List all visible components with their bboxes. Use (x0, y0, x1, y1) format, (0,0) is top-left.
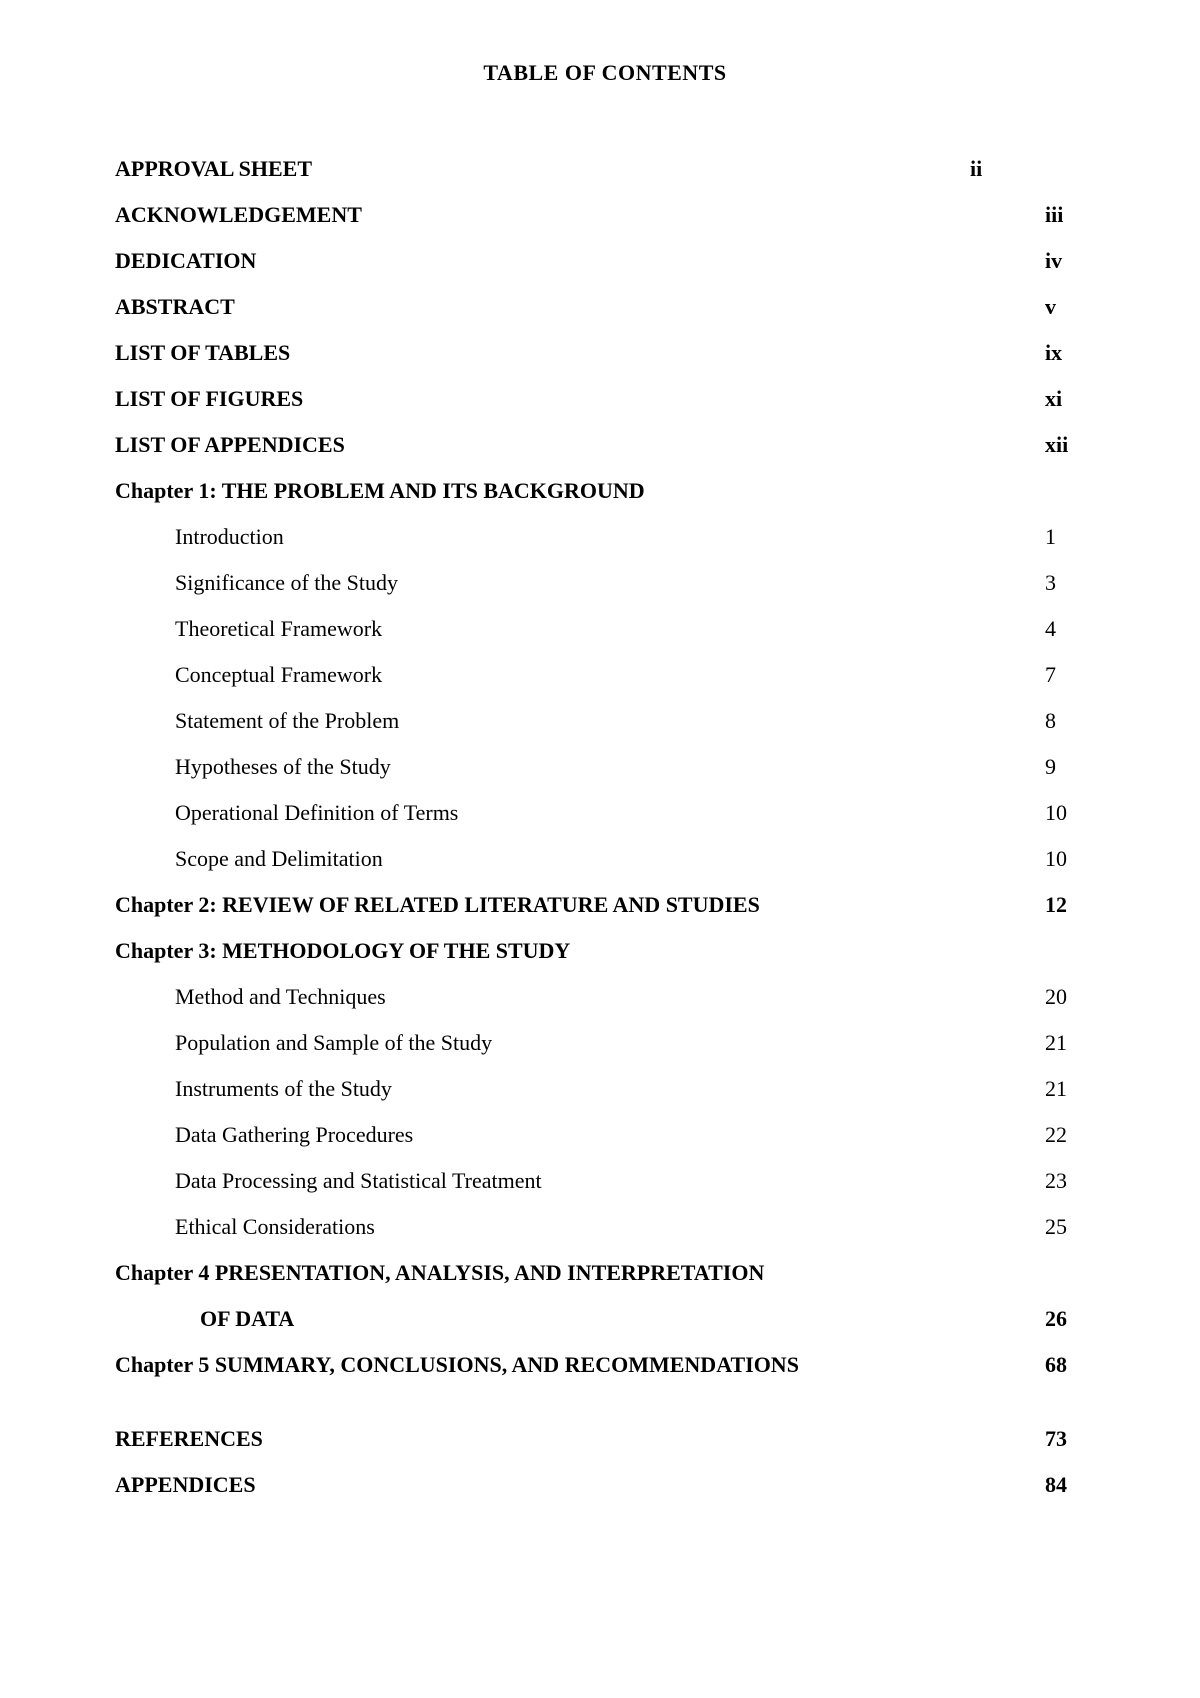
toc-row: LIST OF APPENDICES xii (115, 432, 1095, 458)
toc-label: Chapter 3: METHODOLOGY OF THE STUDY (115, 938, 570, 964)
page-title: TABLE OF CONTENTS (115, 60, 1095, 86)
toc-label: Operational Definition of Terms (115, 800, 458, 826)
toc-page-number: iii (1045, 202, 1095, 228)
toc-label: Method and Techniques (115, 984, 386, 1010)
toc-row: Instruments of the Study 21 (115, 1076, 1095, 1102)
toc-label: ABSTRACT (115, 294, 235, 320)
toc-page-number: 4 (1045, 616, 1095, 642)
toc-page-number: xii (1045, 432, 1095, 458)
toc-row: Hypotheses of the Study 9 (115, 754, 1095, 780)
toc-row: Chapter 5 SUMMARY, CONCLUSIONS, AND RECO… (115, 1352, 1095, 1378)
toc-page-number: 26 (1045, 1306, 1095, 1332)
toc-page-number: 1 (1045, 524, 1095, 550)
toc-label: Hypotheses of the Study (115, 754, 391, 780)
toc-label: Data Gathering Procedures (115, 1122, 413, 1148)
toc-page-number: v (1045, 294, 1095, 320)
toc-row: Chapter 2: REVIEW OF RELATED LITERATURE … (115, 892, 1095, 918)
toc-page-number: 12 (1045, 892, 1095, 918)
toc-page-number: 7 (1045, 662, 1095, 688)
toc-row: Statement of the Problem 8 (115, 708, 1095, 734)
toc-label: LIST OF TABLES (115, 340, 290, 366)
toc-label: APPROVAL SHEET (115, 156, 312, 182)
toc-label: Chapter 1: THE PROBLEM AND ITS BACKGROUN… (115, 478, 645, 504)
toc-label: Chapter 2: REVIEW OF RELATED LITERATURE … (115, 892, 760, 918)
toc-label: LIST OF FIGURES (115, 386, 303, 412)
toc-row: Operational Definition of Terms 10 (115, 800, 1095, 826)
toc-label: Significance of the Study (115, 570, 398, 596)
toc-row: REFERENCES 73 (115, 1426, 1095, 1452)
toc-label: Chapter 5 SUMMARY, CONCLUSIONS, AND RECO… (115, 1352, 799, 1378)
toc-row: Theoretical Framework 4 (115, 616, 1095, 642)
toc-row: Population and Sample of the Study 21 (115, 1030, 1095, 1056)
toc-row: Ethical Considerations 25 (115, 1214, 1095, 1240)
toc-label: Scope and Delimitation (115, 846, 383, 872)
toc-label: Ethical Considerations (115, 1214, 375, 1240)
toc-row: LIST OF FIGURES xi (115, 386, 1095, 412)
toc-row: Data Processing and Statistical Treatmen… (115, 1168, 1095, 1194)
toc-page-number: 20 (1045, 984, 1095, 1010)
toc-label: DEDICATION (115, 248, 256, 274)
toc-label: APPENDICES (115, 1472, 256, 1498)
toc-page-number: 22 (1045, 1122, 1095, 1148)
toc-container: APPROVAL SHEET ii ACKNOWLEDGEMENT iii DEDICA… (115, 156, 1095, 1498)
toc-row: OF DATA 26 (115, 1306, 1095, 1332)
toc-row: Method and Techniques 20 (115, 984, 1095, 1010)
toc-row: ACKNOWLEDGEMENT iii (115, 202, 1095, 228)
toc-page-number: 9 (1045, 754, 1095, 780)
toc-label: Instruments of the Study (115, 1076, 392, 1102)
toc-page-number: 3 (1045, 570, 1095, 596)
toc-page-number: 68 (1045, 1352, 1095, 1378)
toc-row: DEDICATION iv (115, 248, 1095, 274)
toc-row: Chapter 3: METHODOLOGY OF THE STUDY (115, 938, 1095, 964)
toc-page-number: 10 (1045, 800, 1095, 826)
toc-row: Significance of the Study 3 (115, 570, 1095, 596)
toc-page-number: 23 (1045, 1168, 1095, 1194)
toc-row: APPENDICES 84 (115, 1472, 1095, 1498)
toc-page-number: 21 (1045, 1030, 1095, 1056)
toc-page-number: 73 (1045, 1426, 1095, 1452)
toc-label: Conceptual Framework (115, 662, 382, 688)
toc-row: Chapter 4 PRESENTATION, ANALYSIS, AND IN… (115, 1260, 1095, 1286)
toc-label: REFERENCES (115, 1426, 263, 1452)
toc-page-number: 8 (1045, 708, 1095, 734)
toc-label: OF DATA (115, 1306, 294, 1332)
toc-label: Population and Sample of the Study (115, 1030, 492, 1056)
toc-page-number: xi (1045, 386, 1095, 412)
toc-label: Statement of the Problem (115, 708, 399, 734)
toc-label: Data Processing and Statistical Treatmen… (115, 1168, 542, 1194)
toc-row: Introduction 1 (115, 524, 1095, 550)
toc-label: Theoretical Framework (115, 616, 382, 642)
toc-row: Data Gathering Procedures 22 (115, 1122, 1095, 1148)
toc-label: Introduction (115, 524, 284, 550)
toc-row: Scope and Delimitation 10 (115, 846, 1095, 872)
toc-label: LIST OF APPENDICES (115, 432, 345, 458)
toc-row: LIST OF TABLES ix (115, 340, 1095, 366)
toc-label: ACKNOWLEDGEMENT (115, 202, 362, 228)
toc-page-number: 84 (1045, 1472, 1095, 1498)
toc-row: ABSTRACT v (115, 294, 1095, 320)
toc-page-number: ii (970, 156, 1020, 182)
toc-page-number: ix (1045, 340, 1095, 366)
toc-page-number: 21 (1045, 1076, 1095, 1102)
toc-page-number: 25 (1045, 1214, 1095, 1240)
toc-row: Conceptual Framework 7 (115, 662, 1095, 688)
toc-page-number: iv (1045, 248, 1095, 274)
toc-page-number: 10 (1045, 846, 1095, 872)
toc-label: Chapter 4 PRESENTATION, ANALYSIS, AND IN… (115, 1260, 764, 1286)
toc-row: APPROVAL SHEET ii (115, 156, 1095, 182)
toc-row: Chapter 1: THE PROBLEM AND ITS BACKGROUN… (115, 478, 1095, 504)
